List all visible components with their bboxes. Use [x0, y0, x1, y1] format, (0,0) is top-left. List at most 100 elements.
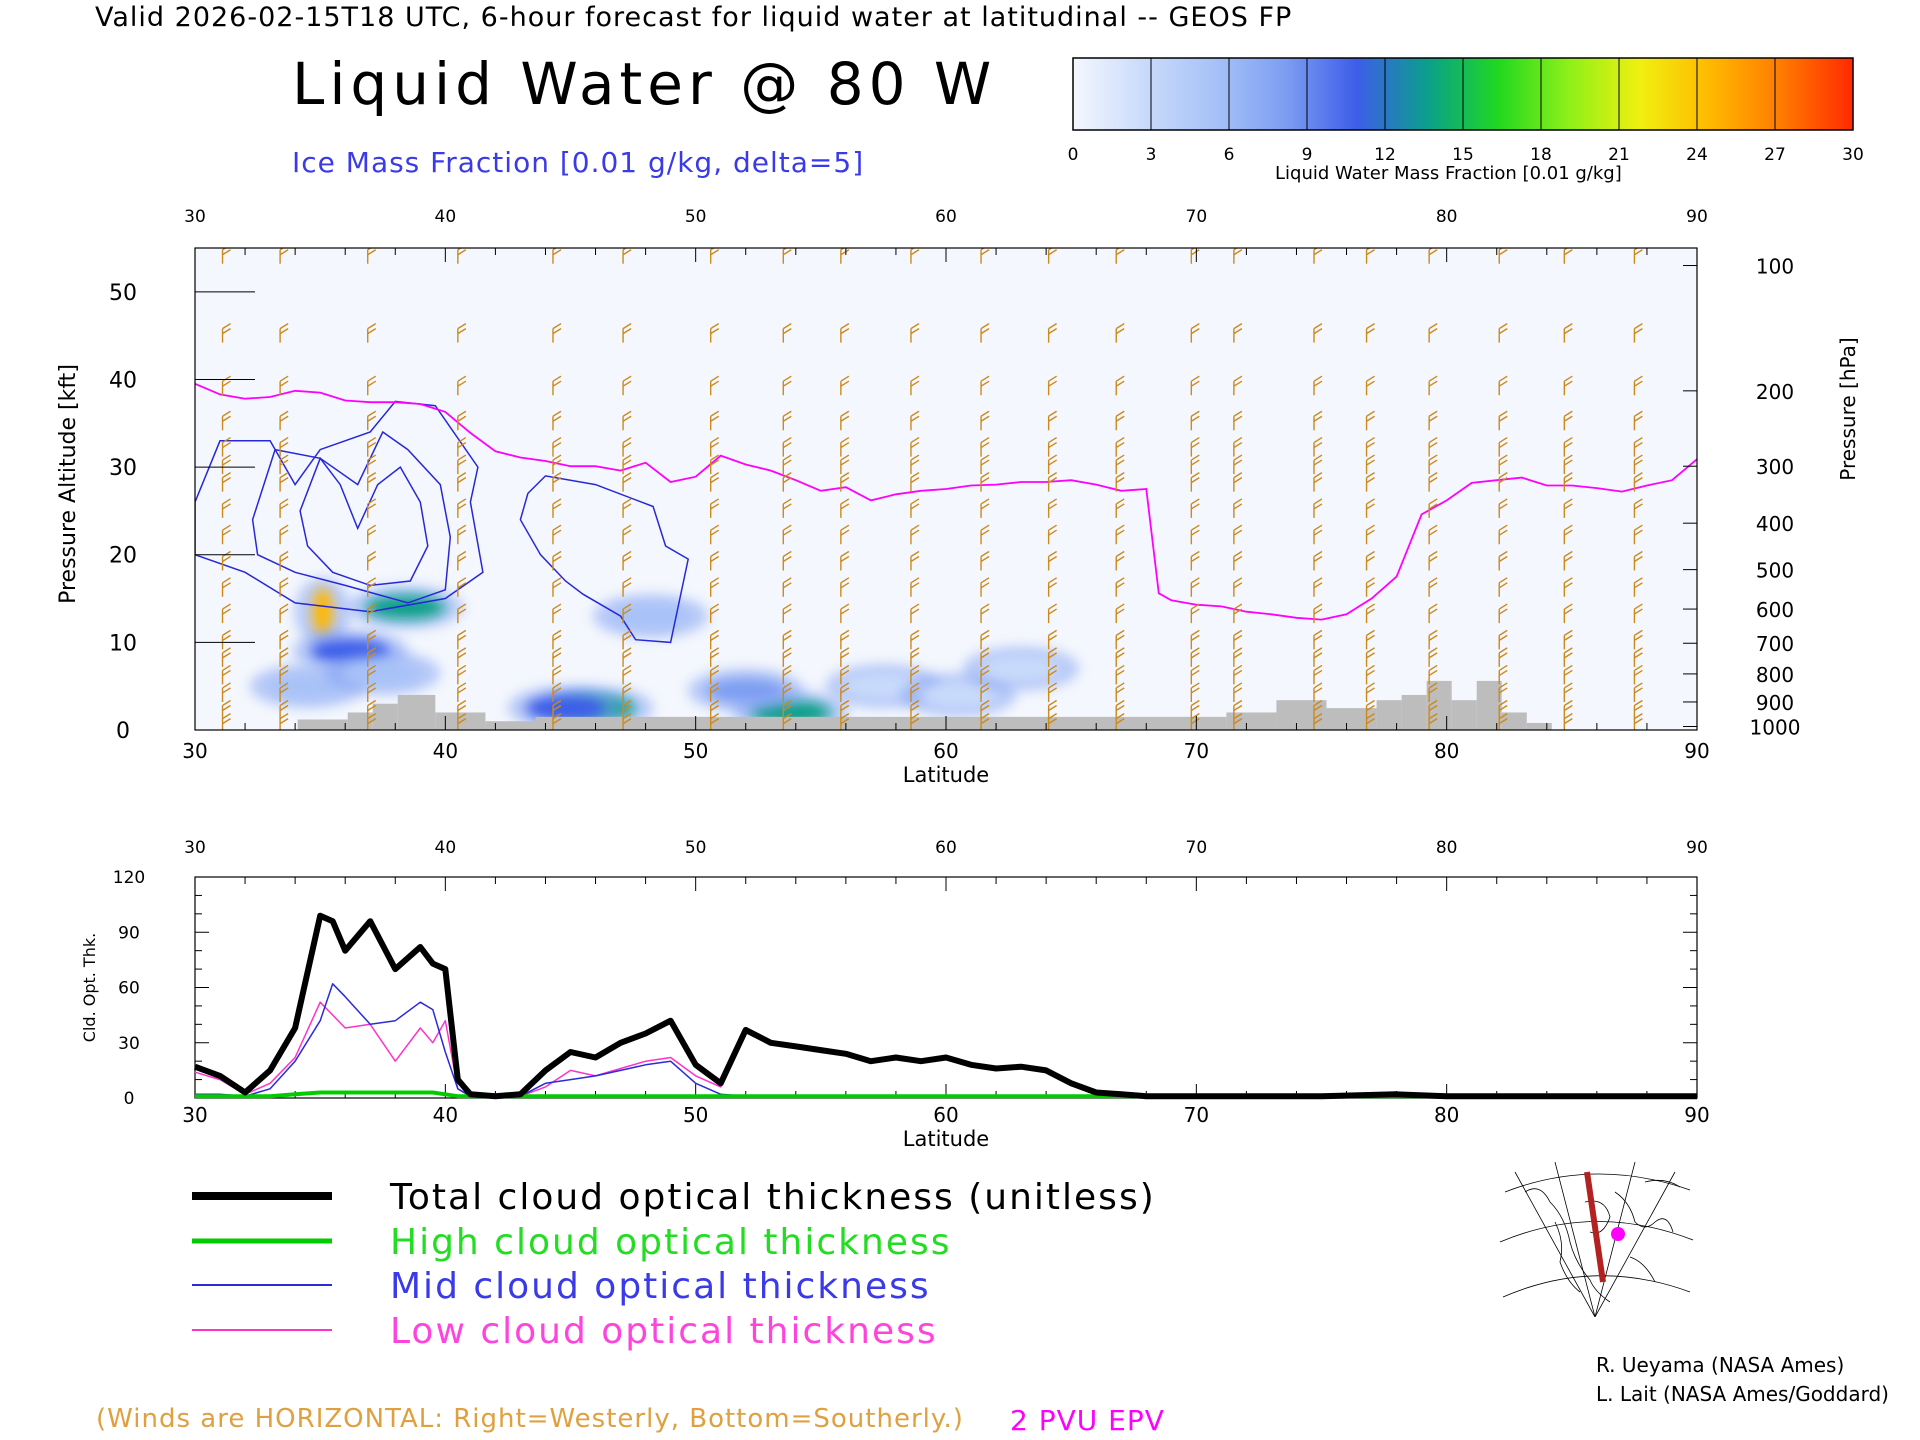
x-tick-label-bottom: 80: [1434, 739, 1459, 763]
pressure-tick-label: 1000: [1750, 715, 1801, 739]
wind-barb: [1428, 410, 1438, 431]
wind-barb: [1190, 436, 1200, 457]
wind-barb: [552, 410, 562, 431]
wind-barb: [910, 323, 920, 343]
plot-area: [195, 248, 1697, 730]
x-tick-label-bottom: 50: [683, 739, 708, 763]
wind-barb: [1190, 603, 1200, 624]
wind-barb: [782, 629, 792, 650]
wind-barb: [709, 713, 720, 730]
pressure-tick-label: 900: [1756, 691, 1794, 715]
wind-barb: [221, 472, 231, 492]
x-tick-label-top: 80: [1436, 838, 1458, 858]
wind-barb: [279, 472, 289, 492]
wind-barb: [709, 550, 720, 571]
legend-lines: [192, 1192, 332, 1331]
wind-barb: [279, 699, 289, 720]
wind-barb: [457, 699, 467, 720]
wind-barb: [1365, 713, 1375, 730]
wind-barb: [457, 647, 467, 667]
legend-mid: Mid cloud optical thickness: [390, 1266, 931, 1307]
wind-barb: [1498, 550, 1508, 571]
wind-barb: [980, 436, 990, 457]
wind-barb: [622, 454, 632, 475]
wind-barb: [367, 629, 377, 650]
wind-barb: [980, 323, 990, 343]
wind-barb: [1047, 472, 1058, 492]
wind-barb: [1498, 454, 1508, 475]
wind-barb: [1633, 323, 1643, 343]
wind-barb: [1563, 647, 1573, 667]
wind-barb: [622, 436, 632, 457]
colorbar-tick: 21: [1608, 145, 1630, 165]
pressure-tick-label: 100: [1756, 255, 1794, 279]
wind-barb: [1563, 682, 1573, 702]
wind-barb: [1115, 410, 1125, 431]
wind-barb: [1428, 498, 1438, 518]
wind-barb: [910, 472, 920, 492]
valid-time-header: Valid 2026-02-15T18 UTC, 6-hour forecast…: [95, 2, 1293, 33]
wind-barb: [709, 699, 720, 720]
wind-barb: [367, 436, 377, 457]
colorbar-tick: 30: [1842, 145, 1864, 165]
wind-barb: [1313, 682, 1323, 702]
wind-barb: [1365, 472, 1375, 492]
wind-barb: [980, 713, 990, 730]
wind-barb: [1365, 524, 1375, 545]
wind-barb: [622, 603, 632, 624]
x-tick-label-bottom: 90: [1684, 739, 1709, 763]
wind-barb: [1115, 498, 1125, 518]
wind-barb: [1563, 699, 1573, 720]
wind-barb: [622, 664, 632, 685]
wind-barb: [279, 436, 289, 457]
liquid-water-cross-section: 3030404050506060707080809090010203040501…: [56, 207, 1860, 787]
wind-barb: [1190, 713, 1200, 730]
x-tick-label-bottom: 50: [683, 1103, 708, 1127]
wind-barb: [1428, 629, 1438, 650]
ice-contour: [299, 456, 429, 587]
wind-barb: [1365, 699, 1375, 720]
wind-barb: [910, 647, 920, 667]
wind-barb: [221, 410, 231, 431]
wind-barb: [1190, 524, 1200, 545]
wind-barb: [1498, 375, 1508, 396]
wind-barb: [1233, 682, 1243, 702]
y-tick-label: 0: [124, 1089, 135, 1109]
wind-barb: [1047, 713, 1058, 730]
terrain-bar: [297, 719, 348, 730]
wind-barb: [1190, 699, 1200, 720]
colorbar-tick: 15: [1452, 145, 1474, 165]
wind-barb: [457, 713, 467, 730]
wind-barb: [552, 248, 562, 264]
wind-barb: [457, 682, 467, 702]
wind-barb: [1233, 498, 1243, 518]
wind-barb: [1633, 713, 1643, 730]
wind-barb: [1047, 524, 1058, 545]
x-tick-label-top: 90: [1686, 207, 1708, 227]
x-tick-label-top: 50: [685, 838, 707, 858]
wind-barb: [221, 603, 231, 624]
wind-barb: [709, 472, 720, 492]
wind-barb: [1633, 436, 1643, 457]
pv-contour-label: 2 PVU EPV: [1010, 1404, 1165, 1437]
colorbar: 0 3 6 9 12 15 18 21 24 27 30: [1068, 57, 1864, 165]
wind-barb: [1365, 603, 1375, 624]
wind-barb: [1233, 699, 1243, 720]
main-title: Liquid Water @ 80 W: [292, 50, 997, 118]
wind-barb: [1498, 713, 1508, 730]
wind-barb: [709, 248, 720, 264]
wind-barb: [367, 248, 377, 264]
wind-barb: [1313, 713, 1323, 730]
wind-barb: [910, 524, 920, 545]
wind-barb: [1365, 629, 1375, 650]
wind-barb: [279, 647, 289, 667]
x-tick-label-top: 60: [935, 207, 957, 227]
wind-barb: [980, 577, 990, 597]
wind-barb: [1428, 375, 1438, 396]
wind-barb: [709, 577, 720, 597]
wind-barb: [980, 248, 990, 264]
wind-barb: [782, 248, 792, 264]
y-tick-label: 30: [109, 456, 137, 481]
wind-barb: [1047, 682, 1058, 702]
wind-barb: [1190, 664, 1200, 685]
